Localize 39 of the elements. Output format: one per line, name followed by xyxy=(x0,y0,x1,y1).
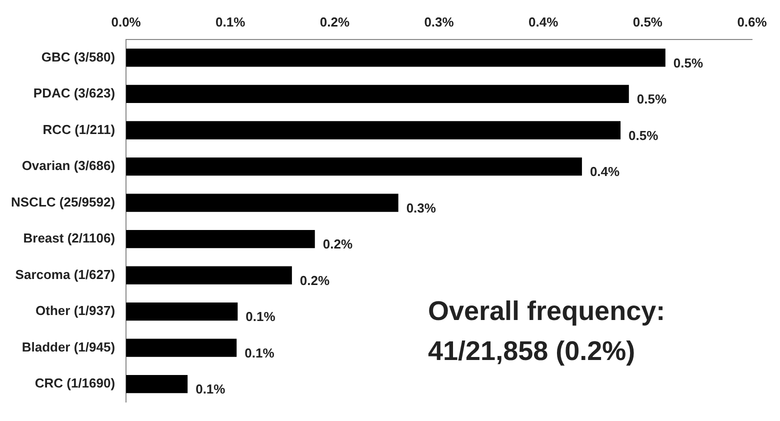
bar xyxy=(126,230,315,248)
data-label: 0.5% xyxy=(628,128,659,143)
data-label: 0.4% xyxy=(590,164,620,180)
bar xyxy=(126,84,629,104)
data-label: 0.2% xyxy=(322,236,353,252)
bar xyxy=(126,338,237,357)
data-label: 0.5% xyxy=(673,55,704,70)
data-label: 0.5% xyxy=(636,92,667,107)
y-tick-label: PDAC (3/623) xyxy=(33,86,116,101)
x-tick-label: 0.6% xyxy=(737,14,768,30)
x-tick-label: 0.2% xyxy=(320,14,350,30)
x-tick-label: 0.1% xyxy=(216,14,246,30)
y-tick-label: RCC (1/211) xyxy=(42,122,116,137)
annotation: 41/21,858 (0.2%) xyxy=(428,335,636,368)
y-tick-label: NSCLC (25/9592) xyxy=(10,194,116,210)
y-tick-label: Other (1/937) xyxy=(36,303,116,318)
y-tick-label: Sarcoma (1/627) xyxy=(15,266,116,282)
bar xyxy=(126,375,188,394)
y-tick-label: CRC (1/1690) xyxy=(34,376,116,391)
bar xyxy=(126,194,398,212)
y-tick-label: Ovarian (3/686) xyxy=(22,158,116,174)
bar xyxy=(126,302,238,321)
bar xyxy=(126,48,666,67)
data-label: 0.1% xyxy=(196,382,226,397)
y-tick-label: GBC (3/580) xyxy=(41,49,116,64)
bar xyxy=(126,157,582,176)
data-label: 0.1% xyxy=(246,309,276,324)
x-tick-label: 0.3% xyxy=(424,14,454,30)
annotation: Overall frequency: xyxy=(428,295,666,328)
x-tick-label: 0.4% xyxy=(528,14,559,30)
data-label: 0.1% xyxy=(244,345,275,360)
y-tick-label: Bladder (1/945) xyxy=(22,339,116,354)
x-tick-label: 0.0% xyxy=(111,14,142,30)
y-tick-label: Breast (2/1106) xyxy=(23,230,116,246)
data-label: 0.3% xyxy=(406,200,436,216)
bar xyxy=(126,121,621,140)
data-label: 0.2% xyxy=(300,272,330,288)
bar xyxy=(126,266,292,284)
x-tick-label: 0.5% xyxy=(632,14,663,30)
